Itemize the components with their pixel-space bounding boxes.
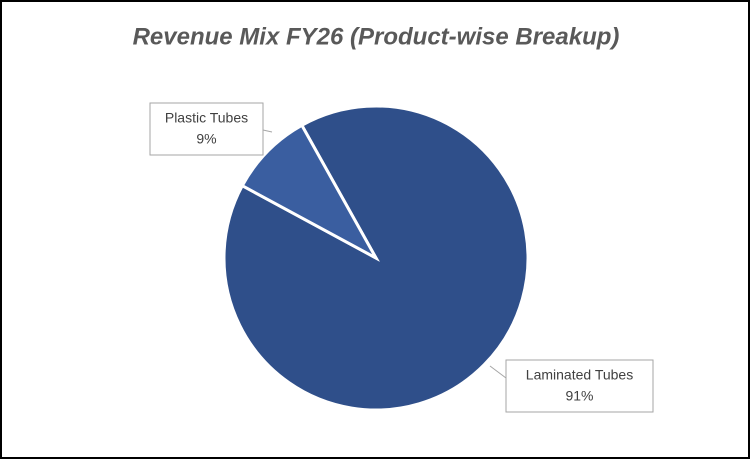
leader-line [262,129,273,133]
chart-title: Revenue Mix FY26 (Product-wise Breakup) [133,23,620,50]
leader-line [489,365,507,379]
label-value: 91% [565,388,593,404]
label-category: Laminated Tubes [526,367,633,383]
label-value: 9% [196,131,216,147]
label-box [505,359,654,413]
label-category: Plastic Tubes [165,110,248,126]
label-box [149,102,264,156]
pie-slice [240,123,380,262]
